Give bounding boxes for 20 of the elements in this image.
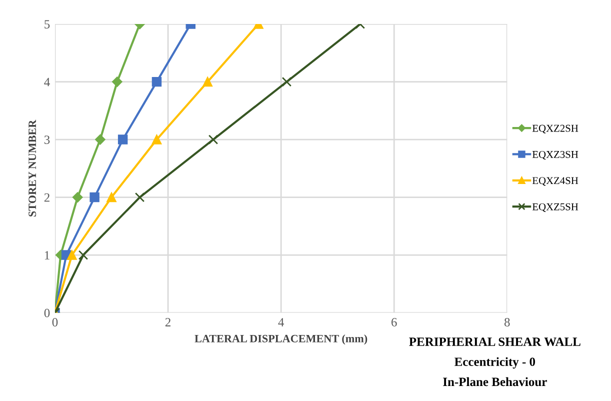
text: Eccentricity - 0 (454, 357, 536, 369)
x-tick-label: 6 (392, 318, 397, 326)
y-tick-label: 3 (44, 136, 50, 144)
y-tick-label: 0 (44, 308, 50, 318)
y-tick-label: 1 (44, 251, 50, 260)
y-tick-label: 4 (44, 78, 50, 86)
y-axis-title: STOREY NUMBER (28, 120, 36, 216)
text: PERIPHERIAL SHEAR WALL (409, 338, 580, 346)
y-tick-label: 2 (44, 193, 50, 202)
text: In-Plane Behaviour (443, 377, 547, 386)
legend-label: EQXZ2SH (532, 124, 578, 134)
x-tick-label: 0 (52, 318, 58, 326)
x-tick-label: 4 (278, 318, 284, 326)
y-tick-label: 5 (44, 20, 50, 29)
x-tick-label: 8 (504, 318, 510, 326)
legend-label: EQXZ3SH (532, 150, 578, 160)
legend-label: EQXZ4SH (532, 177, 578, 186)
x-tick-label: 2 (165, 318, 170, 326)
legend-label: EQXZ5SH (532, 203, 578, 212)
x-axis-title: LATERAL DISPLACEMENT (mm) (194, 334, 368, 345)
